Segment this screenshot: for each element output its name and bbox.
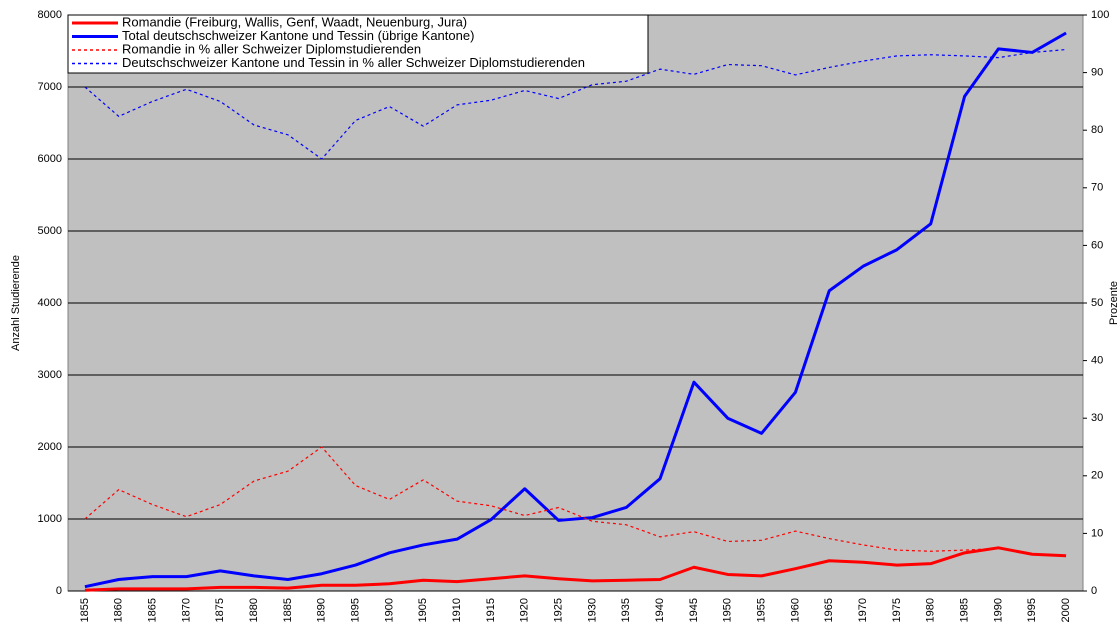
- y-tick-label: 1000: [38, 513, 62, 525]
- y2-tick-label: 10: [1091, 527, 1103, 539]
- series-line: [84, 31, 1067, 589]
- legend-label: Romandie (Freiburg, Wallis, Genf, Waadt,…: [122, 14, 467, 29]
- x-tick-label: 1900: [383, 598, 395, 622]
- x-tick-label: 1855: [79, 598, 91, 622]
- y2-tick-label: 100: [1091, 9, 1109, 21]
- x-tick-label: 1925: [552, 598, 564, 622]
- y2-tick-label: 30: [1091, 412, 1103, 424]
- y-tick-label: 0: [56, 585, 62, 597]
- x-tick-label: 1965: [823, 598, 835, 622]
- y-tick-label: 5000: [38, 225, 62, 237]
- y-tick-label: 3000: [38, 369, 62, 381]
- x-tick-label: 1865: [146, 598, 158, 622]
- x-tick-label: 1960: [789, 598, 801, 622]
- x-tick-label: 1905: [417, 598, 429, 622]
- legend-label: Romandie in % aller Schweizer Diplomstud…: [122, 41, 421, 56]
- y2-tick-label: 90: [1091, 67, 1103, 79]
- x-tick-label: 1930: [586, 598, 598, 622]
- x-tick-label: 1995: [1026, 598, 1038, 622]
- x-tick-label: 1895: [349, 598, 361, 622]
- x-tick-label: 1920: [519, 598, 531, 622]
- x-tick-label: 1975: [891, 598, 903, 622]
- x-tick-label: 1935: [620, 598, 632, 622]
- x-tick-label: 1910: [451, 598, 463, 622]
- x-tick-label: 2000: [1060, 598, 1072, 622]
- legend-label: Deutschschweizer Kantone und Tessin in %…: [122, 55, 585, 70]
- series-line: [84, 48, 1067, 160]
- x-tick-label: 1870: [180, 598, 192, 622]
- y2-tick-label: 70: [1091, 182, 1103, 194]
- legend-box: [67, 14, 649, 74]
- x-tick-label: 1985: [958, 598, 970, 622]
- x-tick-label: 1885: [282, 598, 294, 622]
- x-tick-label: 1880: [248, 598, 260, 622]
- x-tick-label: 1860: [113, 598, 125, 622]
- x-tick-label: 1970: [857, 598, 869, 622]
- y2-tick-label: 60: [1091, 239, 1103, 251]
- x-tick-label: 1875: [214, 598, 226, 622]
- x-tick-label: 1890: [316, 598, 328, 622]
- y-tick-label: 2000: [38, 441, 62, 453]
- y-tick-label: 8000: [38, 9, 62, 21]
- y2-tick-label: 40: [1091, 355, 1103, 367]
- y2-tick-label: 80: [1091, 124, 1103, 136]
- x-tick-label: 1980: [925, 598, 937, 622]
- y2-tick-label: 0: [1091, 585, 1097, 597]
- x-tick-label: 1990: [992, 598, 1004, 622]
- x-tick-label: 1955: [755, 598, 767, 622]
- y-tick-label: 4000: [38, 297, 62, 309]
- y-tick-label: 6000: [38, 153, 62, 165]
- x-tick-label: 1945: [688, 598, 700, 622]
- x-tick-label: 1950: [722, 598, 734, 622]
- y2-tick-label: 20: [1091, 470, 1103, 482]
- series-line: [84, 446, 1067, 558]
- y-tick-label: 7000: [38, 81, 62, 93]
- y2-tick-label: 50: [1091, 297, 1103, 309]
- x-tick-label: 1940: [654, 598, 666, 622]
- y-axis-label: Anzahl Studierende: [10, 255, 22, 351]
- series-line: [84, 546, 1067, 592]
- y2-axis-label: Prozente: [1108, 281, 1120, 325]
- x-tick-label: 1915: [485, 598, 497, 622]
- legend-label: Total deutschschweizer Kantone und Tessi…: [122, 28, 474, 43]
